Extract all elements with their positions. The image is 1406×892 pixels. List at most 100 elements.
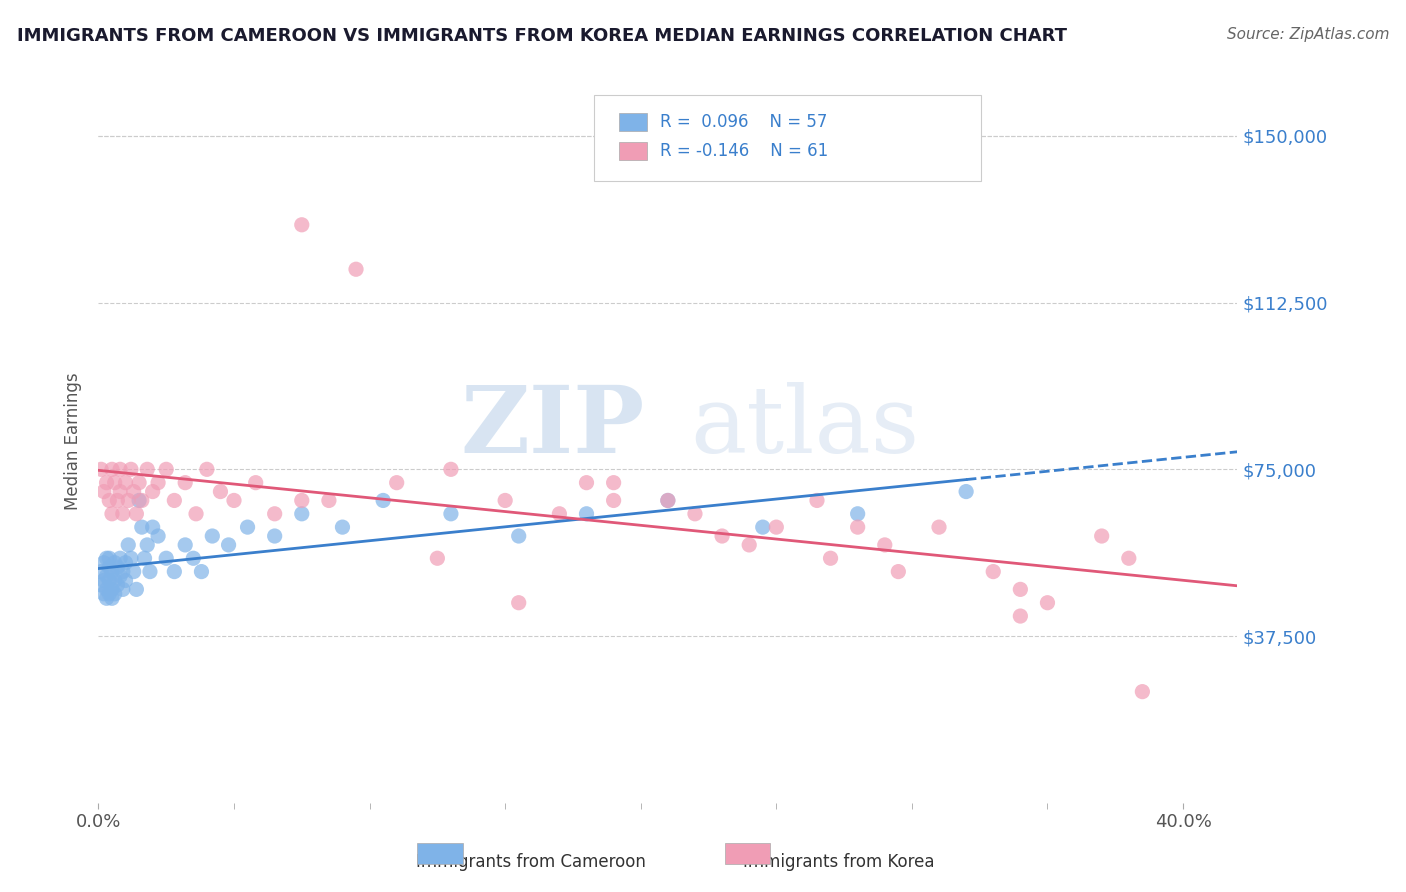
- Point: [108, 484, 131, 499]
- FancyBboxPatch shape: [619, 142, 647, 161]
- Point: [575, 507, 598, 521]
- Point: [122, 484, 145, 499]
- Point: [101, 462, 124, 476]
- Point: [602, 475, 624, 490]
- Point: [263, 507, 285, 521]
- Point: [125, 582, 148, 597]
- Point: [426, 551, 449, 566]
- Point: [440, 507, 463, 521]
- Point: [128, 493, 150, 508]
- Point: [806, 493, 828, 508]
- Point: [108, 551, 131, 566]
- Point: [98, 551, 121, 566]
- Point: [508, 529, 530, 543]
- Point: [142, 520, 165, 534]
- Point: [104, 587, 127, 601]
- Point: [104, 574, 127, 588]
- Point: [111, 565, 134, 579]
- Point: [245, 475, 267, 490]
- Point: [93, 574, 115, 588]
- Point: [93, 587, 115, 601]
- Point: [332, 520, 354, 534]
- Point: [291, 493, 314, 508]
- Point: [131, 520, 153, 534]
- Point: [981, 565, 1004, 579]
- FancyBboxPatch shape: [418, 843, 463, 864]
- Text: atlas: atlas: [690, 382, 920, 472]
- Point: [183, 551, 205, 566]
- Point: [93, 484, 115, 499]
- Point: [222, 493, 245, 508]
- FancyBboxPatch shape: [593, 95, 981, 181]
- Point: [657, 493, 679, 508]
- Point: [155, 462, 177, 476]
- Point: [1118, 551, 1140, 566]
- Point: [602, 493, 624, 508]
- Point: [765, 520, 787, 534]
- Point: [155, 551, 177, 566]
- Point: [96, 569, 118, 583]
- Point: [120, 462, 142, 476]
- Point: [136, 538, 159, 552]
- Point: [136, 462, 159, 476]
- Point: [104, 475, 127, 490]
- Point: [887, 565, 910, 579]
- Point: [508, 596, 530, 610]
- Point: [111, 582, 134, 597]
- Point: [122, 565, 145, 579]
- Point: [114, 475, 136, 490]
- Point: [440, 462, 463, 476]
- Point: [90, 578, 112, 592]
- Point: [1010, 609, 1032, 624]
- Point: [657, 493, 679, 508]
- Point: [117, 538, 139, 552]
- Text: Source: ZipAtlas.com: Source: ZipAtlas.com: [1226, 27, 1389, 42]
- FancyBboxPatch shape: [619, 113, 647, 131]
- Point: [548, 507, 571, 521]
- Point: [873, 538, 896, 552]
- Point: [846, 507, 869, 521]
- Point: [385, 475, 408, 490]
- Point: [114, 574, 136, 588]
- Point: [108, 569, 131, 583]
- Point: [955, 484, 977, 499]
- Point: [711, 529, 734, 543]
- Point: [1036, 596, 1059, 610]
- Point: [263, 529, 285, 543]
- Point: [107, 560, 129, 574]
- Point: [134, 551, 156, 566]
- Point: [218, 538, 240, 552]
- Point: [683, 507, 706, 521]
- Point: [101, 565, 124, 579]
- Point: [846, 520, 869, 534]
- Point: [738, 538, 761, 552]
- Point: [146, 529, 169, 543]
- Point: [209, 484, 232, 499]
- Text: Immigrants from Korea: Immigrants from Korea: [742, 854, 935, 871]
- Point: [139, 565, 162, 579]
- Point: [146, 475, 169, 490]
- Point: [291, 507, 314, 521]
- Point: [1010, 582, 1032, 597]
- Point: [1132, 684, 1154, 698]
- Text: IMMIGRANTS FROM CAMEROON VS IMMIGRANTS FROM KOREA MEDIAN EARNINGS CORRELATION CH: IMMIGRANTS FROM CAMEROON VS IMMIGRANTS F…: [17, 27, 1067, 45]
- Point: [371, 493, 394, 508]
- Point: [128, 475, 150, 490]
- Point: [174, 538, 197, 552]
- Point: [101, 591, 124, 606]
- Point: [131, 493, 153, 508]
- Point: [98, 574, 121, 588]
- Point: [117, 493, 139, 508]
- Point: [928, 520, 950, 534]
- Point: [120, 551, 142, 566]
- Point: [142, 484, 165, 499]
- Text: Immigrants from Cameroon: Immigrants from Cameroon: [416, 854, 647, 871]
- Point: [114, 556, 136, 570]
- Point: [96, 591, 118, 606]
- Point: [98, 587, 121, 601]
- Point: [236, 520, 259, 534]
- Y-axis label: Median Earnings: Median Earnings: [65, 373, 83, 510]
- Point: [125, 507, 148, 521]
- Point: [111, 507, 134, 521]
- Text: R =  0.096    N = 57: R = 0.096 N = 57: [659, 113, 827, 131]
